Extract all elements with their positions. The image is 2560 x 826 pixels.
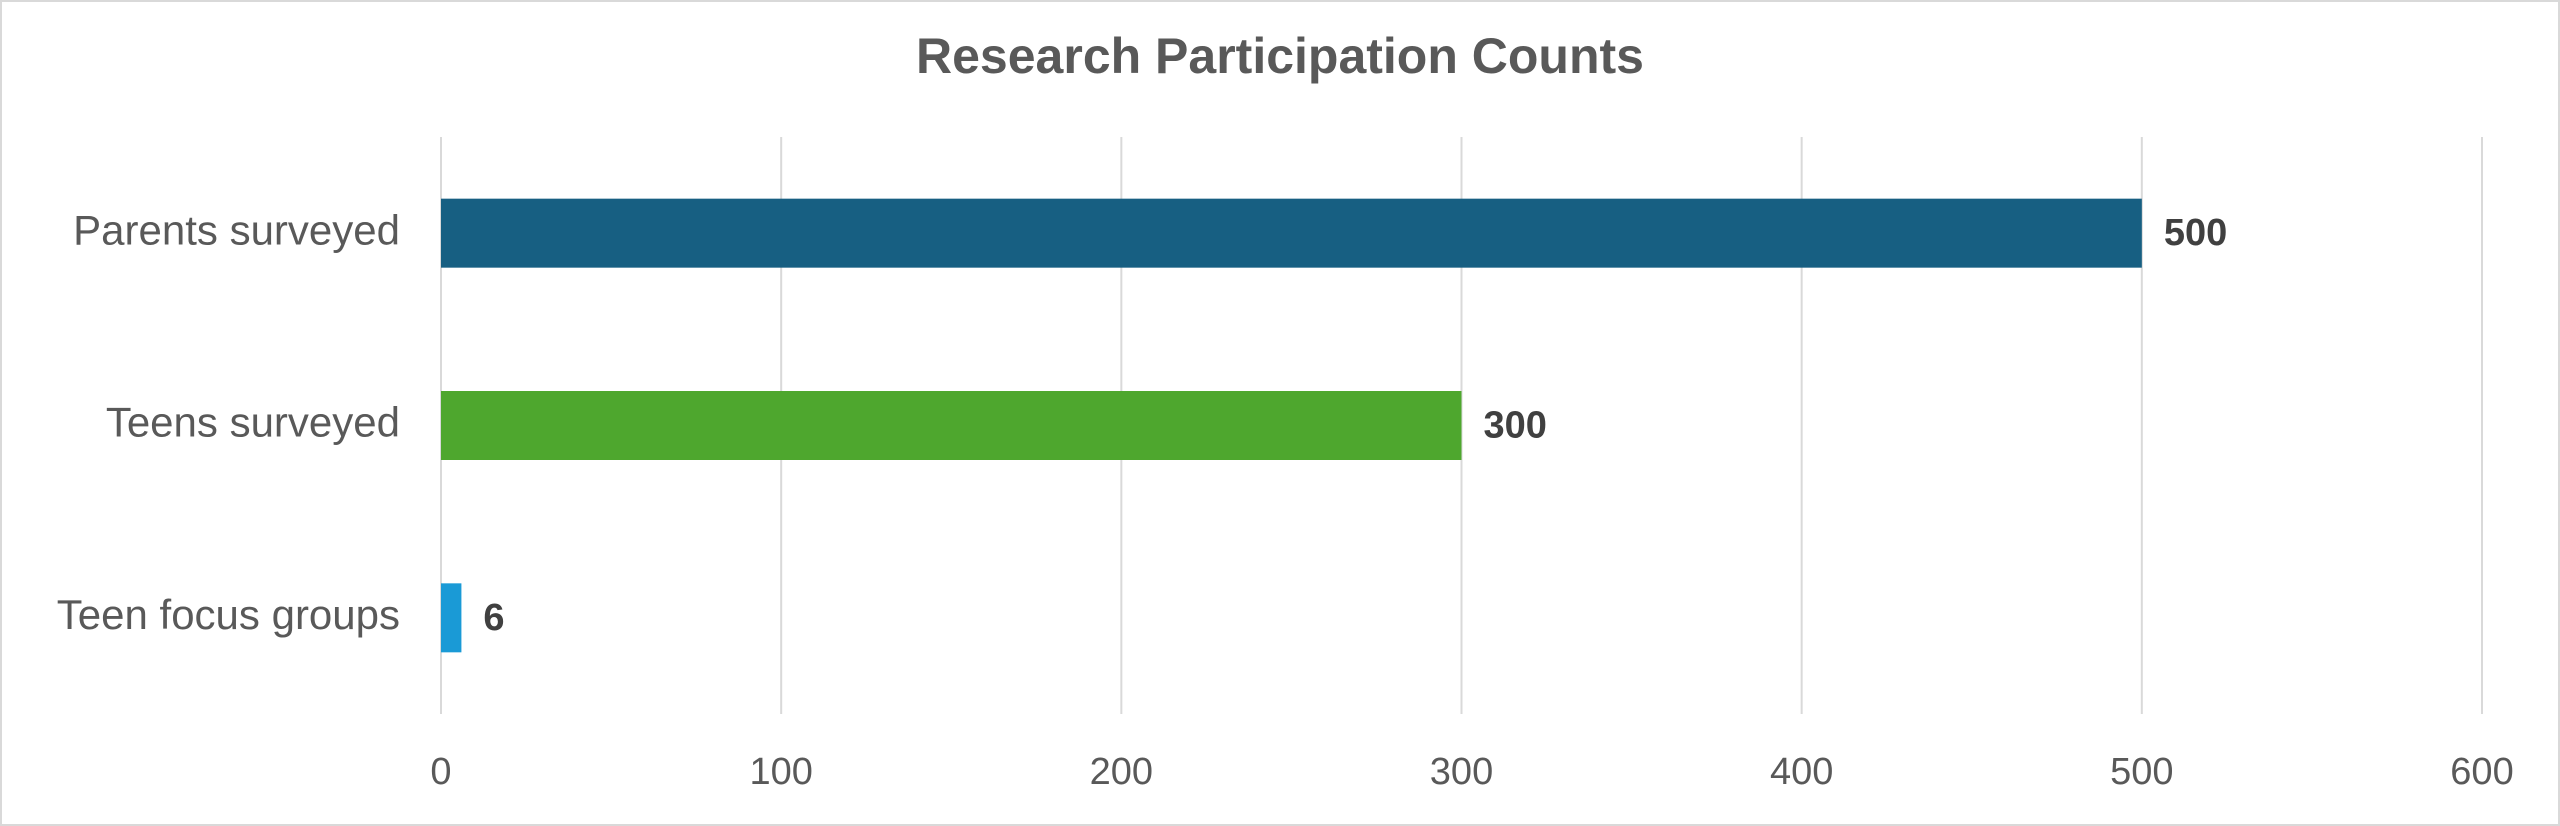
value-label: 6 [483,597,504,639]
x-tick-label: 100 [749,751,812,793]
bar [441,583,462,653]
x-tick-label: 500 [2110,751,2173,793]
x-tick-label: 300 [1430,751,1493,793]
y-tick-label: Teen focus groups [57,591,400,638]
bar [441,198,2142,268]
x-tick-label: 600 [2450,751,2513,793]
value-label: 500 [2164,212,2227,254]
bar [441,391,1462,460]
chart-title: Research Participation Counts [916,28,1644,84]
y-tick-label: Parents surveyed [73,206,400,253]
x-tick-label: 400 [1770,751,1833,793]
x-tick-label: 0 [430,751,451,793]
x-tick-label: 200 [1090,751,1153,793]
y-tick-label: Teens surveyed [106,399,400,446]
value-label: 300 [1484,405,1547,447]
